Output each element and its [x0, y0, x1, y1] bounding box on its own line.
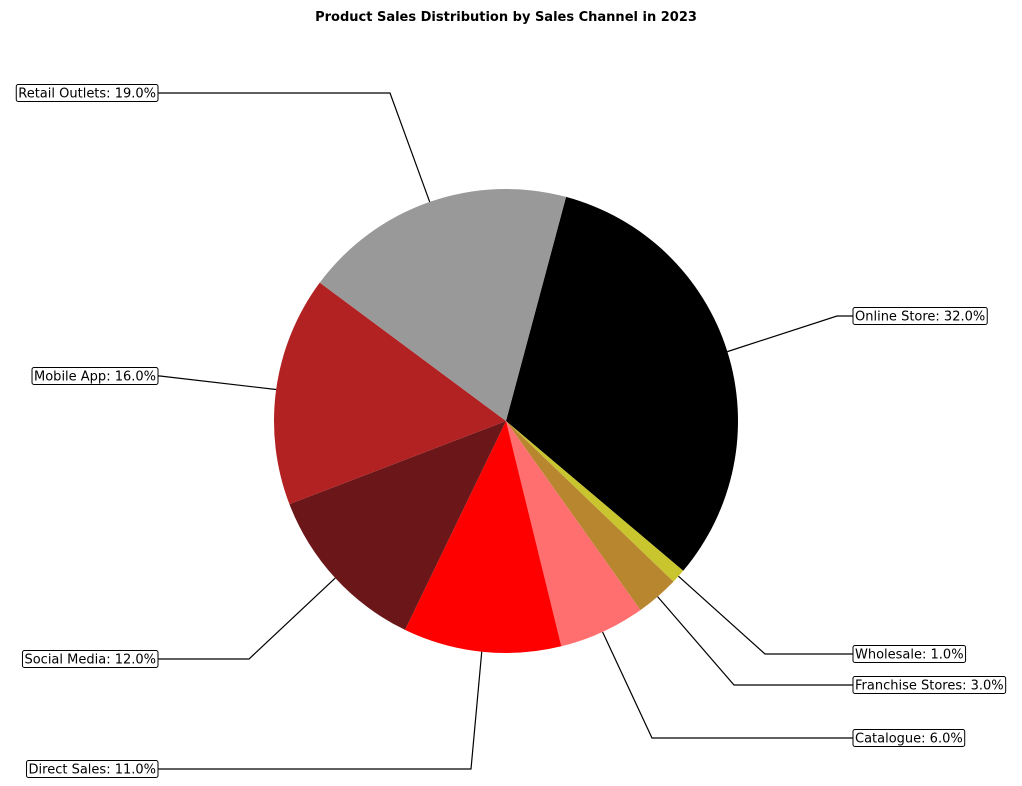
- leader-line-wholesale: [678, 575, 853, 655]
- label-box: [21, 650, 159, 668]
- leader-line-direct-sales: [158, 651, 483, 770]
- label-box: [852, 676, 1007, 694]
- leader-line-franchise-stores: [657, 596, 853, 686]
- label-box: [26, 760, 159, 778]
- pie-slice-direct-sales: [405, 421, 562, 654]
- slice-label-social-media: Social Media: 12.0%: [21, 650, 159, 668]
- pie-slice-catalogue: [506, 421, 641, 647]
- slice-label-mobile-app: Mobile App: 16.0%: [31, 367, 159, 385]
- pie-slice-social-media: [289, 421, 506, 630]
- label-text: Wholesale: 1.0%: [855, 648, 964, 663]
- slice-label-catalogue: Catalogue: 6.0%: [852, 729, 966, 747]
- slice-label-wholesale: Wholesale: 1.0%: [852, 645, 967, 663]
- pie-slices: [274, 189, 738, 654]
- label-text: Direct Sales: 11.0%: [29, 763, 156, 778]
- slice-label-direct-sales: Direct Sales: 11.0%: [26, 760, 159, 778]
- leader-line-social-media: [158, 577, 336, 660]
- leader-line-mobile-app: [158, 375, 277, 391]
- slice-label-retail-outlets: Retail Outlets: 19.0%: [15, 84, 159, 102]
- pie-slice-franchise-stores: [506, 421, 674, 611]
- label-text: Catalogue: 6.0%: [855, 732, 963, 747]
- label-text: Retail Outlets: 19.0%: [18, 87, 156, 102]
- leader-line-catalogue: [602, 631, 853, 739]
- leader-line-online-store: [727, 315, 853, 353]
- pie-slice-mobile-app: [274, 282, 506, 505]
- label-text: Franchise Stores: 3.0%: [855, 679, 1004, 694]
- pie-slice-retail-outlets: [319, 189, 567, 421]
- label-box: [852, 307, 988, 325]
- slice-label-franchise-stores: Franchise Stores: 3.0%: [852, 676, 1007, 694]
- label-box: [15, 84, 159, 102]
- slice-label-online-store: Online Store: 32.0%: [852, 307, 988, 325]
- label-box: [31, 367, 159, 385]
- pie-slice-online-store: [506, 196, 738, 571]
- pie-slice-wholesale: [506, 421, 684, 582]
- label-box: [852, 645, 967, 663]
- label-text: Mobile App: 16.0%: [34, 370, 156, 385]
- chart-title: Product Sales Distribution by Sales Chan…: [315, 10, 697, 25]
- label-box: [852, 729, 966, 747]
- pie-labels: Online Store: 32.0% Wholesale: 1.0% Franch…: [15, 84, 1007, 778]
- label-text: Social Media: 12.0%: [24, 653, 156, 668]
- label-text: Online Store: 32.0%: [855, 310, 985, 325]
- leader-line-retail-outlets: [158, 92, 431, 203]
